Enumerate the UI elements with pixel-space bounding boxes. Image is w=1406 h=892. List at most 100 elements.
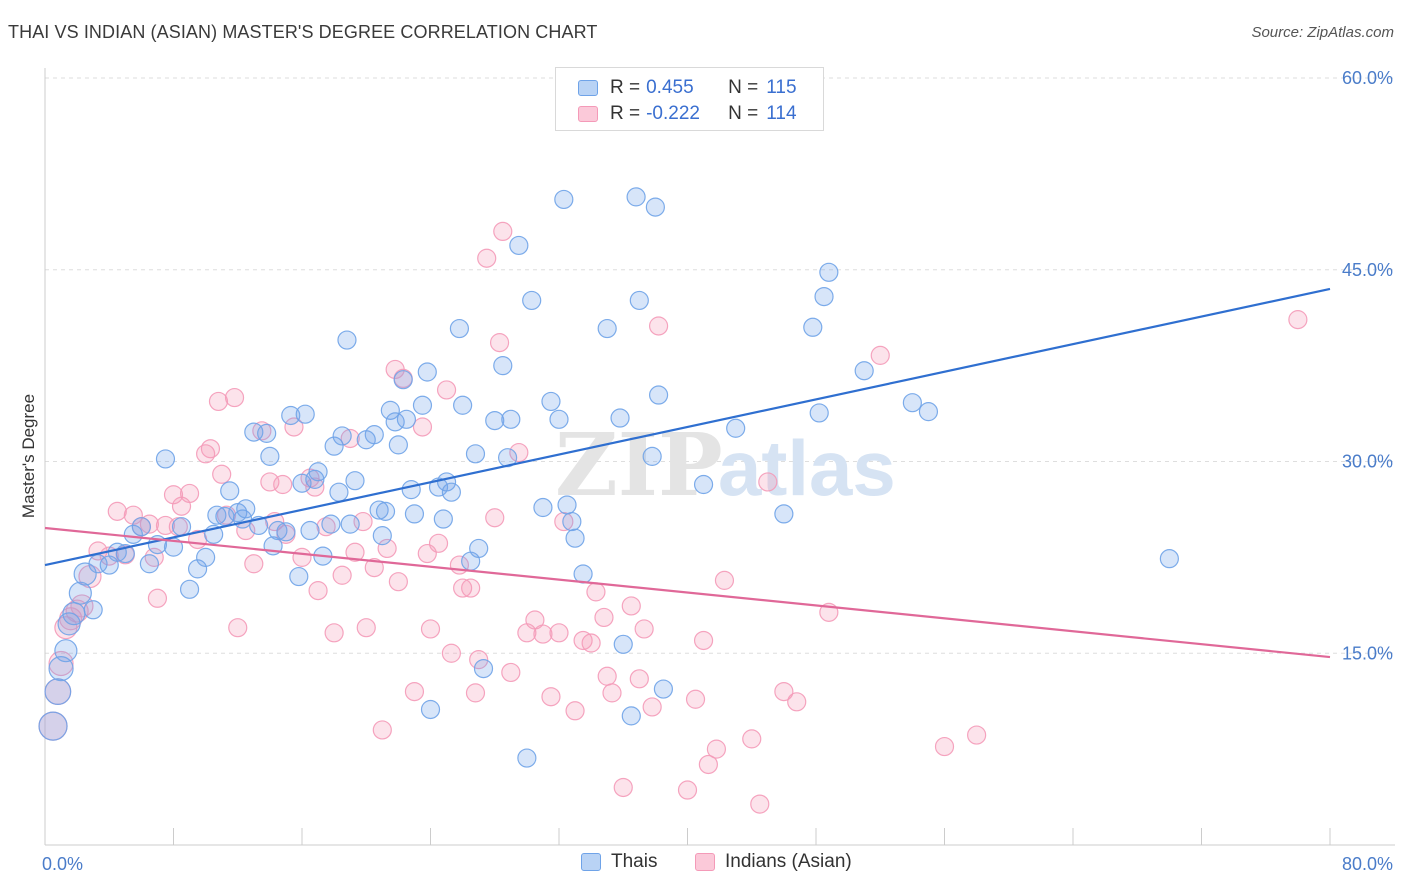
indians-point (489, 333, 510, 353)
indians-point (412, 417, 433, 437)
thais-point (404, 504, 425, 524)
legend-row-indians: R = -0.222 N = 114 (578, 102, 797, 126)
indians-point (549, 623, 569, 643)
thais-point (693, 474, 714, 495)
thais-point (369, 500, 389, 520)
indians-point (634, 619, 654, 639)
legend-r-label: R = (610, 77, 641, 98)
thais-point (485, 410, 505, 431)
thais-point (819, 262, 839, 282)
indians-point (420, 619, 441, 639)
thais-point (396, 409, 417, 429)
indians-point (308, 581, 328, 601)
thais-point (44, 678, 72, 705)
thais-point (645, 197, 665, 217)
indians-point (461, 578, 481, 598)
thais-point (62, 602, 86, 626)
indians-point (597, 666, 617, 686)
thais-point (726, 418, 746, 438)
thais-point (469, 538, 489, 559)
indians-point (706, 739, 727, 759)
legend-n-label: N = (728, 77, 759, 98)
indians-point (581, 633, 601, 653)
indians-point (356, 618, 376, 638)
bottom-legend-indians-label: Indians (Asian) (725, 851, 852, 872)
thais-point (533, 497, 553, 518)
thais-point (613, 634, 633, 654)
thais-point (541, 391, 561, 412)
indians-point (533, 624, 553, 644)
thais-point (653, 679, 674, 699)
thais-point (179, 579, 200, 599)
indians-point (621, 596, 641, 616)
thais-point (54, 639, 78, 663)
legend-n-value: 115 (766, 77, 797, 98)
thais-point (131, 517, 151, 537)
indians-point (147, 588, 168, 608)
thais-point (268, 520, 288, 541)
thais-point (171, 517, 192, 537)
indians-point (677, 780, 698, 800)
thais-point (814, 286, 834, 307)
indians-point (404, 681, 425, 702)
indians-point (244, 554, 264, 574)
y-tick-label: 45.0% (1342, 260, 1393, 280)
thais-point (401, 480, 421, 500)
indians-point (228, 618, 248, 638)
indians-point (565, 701, 585, 721)
thais-point (393, 370, 413, 390)
indians-point (453, 578, 473, 598)
indians-point (224, 387, 245, 408)
thais-point (626, 187, 646, 207)
x-tick-label: 80.0% (1342, 854, 1393, 874)
thais-point (597, 318, 617, 339)
indians-point (208, 391, 229, 412)
indians-point (428, 533, 449, 553)
indians-point (698, 754, 718, 775)
indians-point (613, 777, 633, 798)
y-tick-label: 15.0% (1342, 643, 1393, 663)
thais-point (48, 655, 74, 682)
bottom-legend-thais-label: Thais (611, 851, 658, 872)
legend-row-thais: R = 0.455 N = 115 (578, 76, 797, 100)
thais-point (207, 505, 227, 525)
thais-swatch (581, 853, 601, 871)
thais-point (902, 393, 922, 413)
thais-point (236, 499, 256, 519)
thais-point (372, 526, 392, 546)
thais-point (281, 405, 301, 426)
thais-point (321, 514, 341, 534)
indians-point (967, 725, 987, 745)
watermark: ZIP atlas (555, 415, 896, 516)
source-label: Source: ZipAtlas.com (1251, 24, 1394, 41)
thais-point (289, 566, 309, 587)
thais-point (385, 412, 405, 432)
indians-point (594, 607, 614, 628)
indians-point (388, 572, 408, 592)
y-axis-title: Master's Degree (19, 394, 38, 518)
indians-point (305, 477, 325, 497)
indians-point (123, 505, 143, 525)
thais-swatch (578, 80, 598, 96)
indians-point (372, 720, 392, 740)
y-tick-labels: 15.0% 30.0% 45.0% 60.0% (1342, 68, 1393, 663)
thais-point (220, 481, 240, 501)
thais-point (642, 446, 662, 466)
indians-point (685, 689, 706, 709)
thais-point (554, 189, 574, 210)
indians-point (485, 508, 505, 528)
legend-r-value: 0.455 (646, 77, 694, 98)
indians-point (48, 650, 74, 677)
thais-points (38, 187, 1179, 768)
thais-point (557, 495, 577, 515)
thais-point (562, 511, 582, 532)
thais-point (648, 385, 669, 405)
thais-point (123, 524, 143, 544)
legend-n-label: N = (728, 103, 759, 124)
legend-n-value: 114 (766, 103, 797, 124)
indians-point (441, 643, 461, 663)
thais-point (629, 290, 649, 311)
watermark-atlas: atlas (718, 424, 896, 512)
indians-point (714, 570, 735, 590)
indians-point (469, 650, 489, 670)
